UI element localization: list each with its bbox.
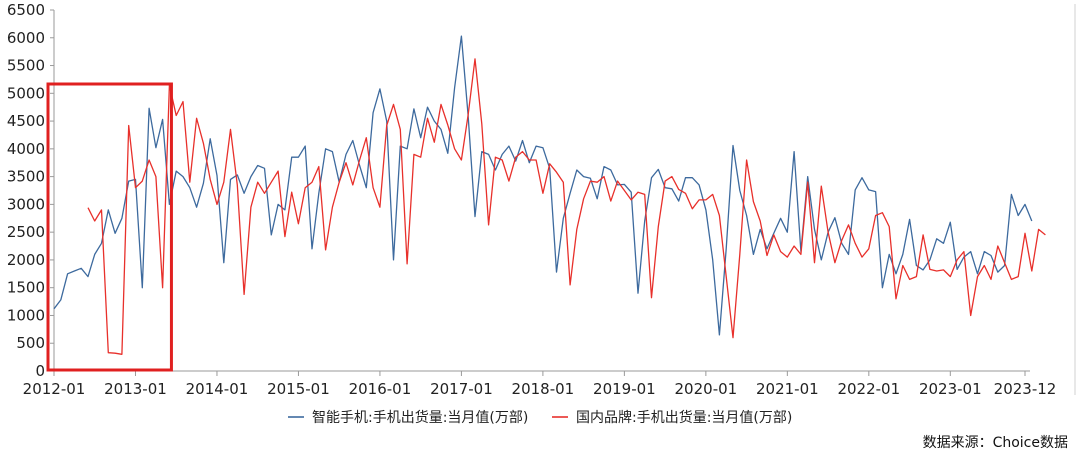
- x-tick-label: 2018-01: [512, 380, 575, 398]
- y-tick-label: 1500: [7, 279, 45, 297]
- y-tick-label: 4000: [7, 140, 45, 158]
- y-tick-label: 3500: [7, 168, 45, 186]
- x-tick-label: 2021-01: [756, 380, 819, 398]
- y-tick-label: 6000: [7, 29, 45, 47]
- x-tick-label: 2022-01: [837, 380, 900, 398]
- y-tick-label: 5000: [7, 84, 45, 102]
- y-tick-label: 6500: [7, 1, 45, 19]
- x-tick-label: 2020-01: [675, 380, 738, 398]
- x-tick-label: 2023-01: [919, 380, 982, 398]
- y-tick-label: 5500: [7, 57, 45, 75]
- x-tick-label: 2015-01: [267, 380, 330, 398]
- x-tick-label: 2023-12: [994, 380, 1057, 398]
- legend-label-2: 国内品牌:手机出货量:当月值(万部): [576, 409, 792, 426]
- legend-label-1: 智能手机:手机出货量:当月值(万部): [312, 409, 528, 426]
- series-line-2: [87, 58, 1046, 355]
- x-tick-label: 2017-01: [430, 380, 493, 398]
- y-tick-label: 0: [35, 362, 45, 380]
- y-axis-ticks: 0 500 1000 1500 2000 2500 3000 3500 4000 4500 5000…: [7, 1, 54, 380]
- y-tick-label: 1000: [7, 306, 45, 324]
- x-tick-label: 2014-01: [186, 380, 249, 398]
- chart-legend: 智能手机:手机出货量:当月值(万部) 国内品牌:手机出货量:当月值(万部): [288, 409, 792, 426]
- data-source: 数据来源：Choice数据: [922, 435, 1068, 451]
- y-tick-label: 2000: [7, 251, 45, 269]
- highlight-annotation: [46, 82, 173, 372]
- x-tick-label: 2019-01: [593, 380, 656, 398]
- x-tick-label: 2013-01: [104, 380, 167, 398]
- y-tick-label: 3000: [7, 195, 45, 213]
- x-axis-ticks: 2012-01 2013-01 2014-01 2015-01 2016-01 2017-…: [23, 371, 1057, 398]
- y-tick-label: 2500: [7, 223, 45, 241]
- highlight-rectangle: [46, 82, 173, 372]
- x-tick-label: 2016-01: [349, 380, 412, 398]
- series-lines: [53, 35, 1046, 355]
- y-tick-label: 500: [16, 334, 45, 352]
- x-tick-label: 2012-01: [23, 380, 86, 398]
- series-line-1: [53, 35, 1033, 336]
- y-tick-label: 4500: [7, 112, 45, 130]
